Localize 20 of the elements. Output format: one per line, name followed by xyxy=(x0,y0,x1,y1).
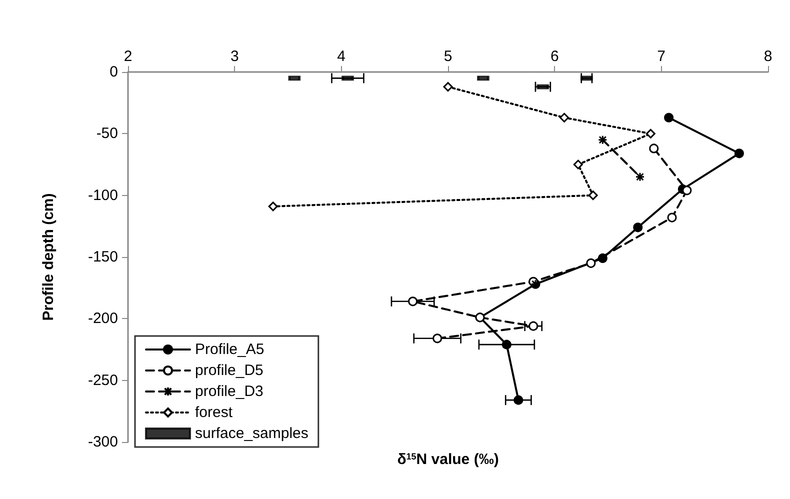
legend-label: profile_D5 xyxy=(195,362,264,379)
x-tick-label: 4 xyxy=(337,48,346,65)
x-tick-label: 6 xyxy=(550,48,559,65)
y-tick-label: -200 xyxy=(88,310,118,328)
x-tick-label: 8 xyxy=(764,48,772,65)
legend-label: forest xyxy=(195,404,234,421)
y-tick-label: -100 xyxy=(88,186,118,204)
x-tick-label: 3 xyxy=(230,48,239,65)
y-tick-label: 0 xyxy=(110,64,118,80)
legend-label: profile_D3 xyxy=(195,383,264,400)
y-tick-label: -250 xyxy=(88,372,118,389)
x-tick-label: 5 xyxy=(444,48,452,65)
y-axis-title: Profile depth (cm) xyxy=(40,193,57,321)
legend-label: Profile_A5 xyxy=(195,341,264,358)
y-tick-label: -150 xyxy=(88,248,118,266)
x-tick-label: 7 xyxy=(657,48,666,65)
y-tick-label: -300 xyxy=(88,434,118,450)
x-tick-label: 2 xyxy=(124,48,132,65)
y-tick-label: -50 xyxy=(96,125,118,142)
legend-label: surface_samples xyxy=(195,425,308,442)
